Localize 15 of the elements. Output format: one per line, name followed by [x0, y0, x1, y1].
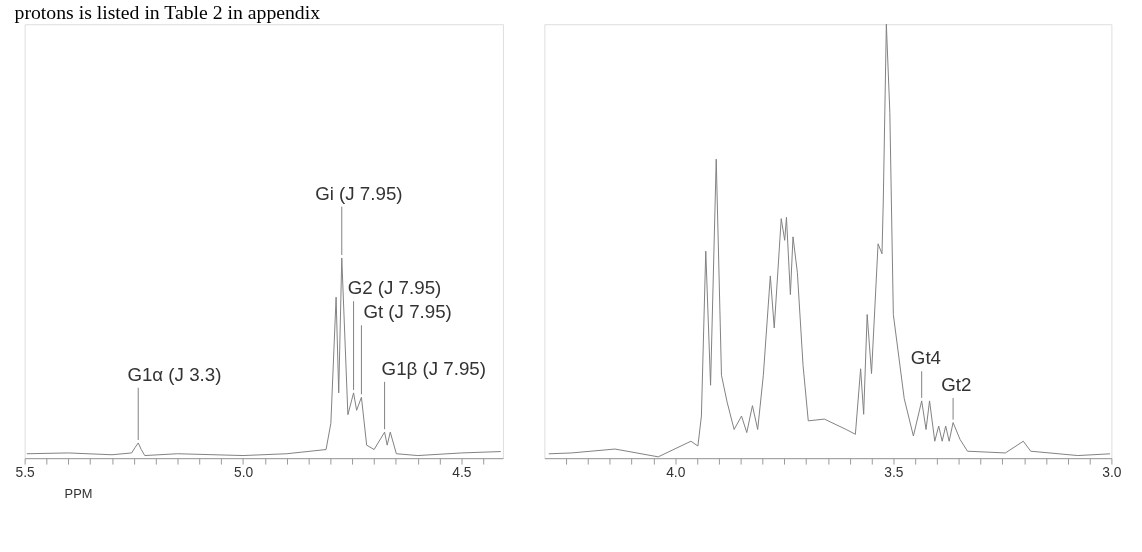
annotation: G2 (J 7.95): [347, 277, 442, 299]
annotation: G1α (J 3.3): [127, 363, 222, 385]
annotation: Gt4: [910, 347, 942, 369]
annotation: Gi (J 7.95): [315, 182, 403, 204]
x-tick-label: 3.0: [1102, 465, 1122, 481]
text: protons is listed in Table 2 in appendix: [14, 1, 321, 24]
x-axis-title: PPM: [64, 486, 93, 502]
annotation: G1β (J 7.95): [381, 357, 487, 379]
x-tick-label: 5.0: [233, 465, 254, 481]
x-tick-label: 4.5: [452, 465, 472, 481]
annotation: Gt (J 7.95): [363, 301, 452, 323]
x-tick-label: 5.5: [15, 465, 36, 481]
x-tick-label: 4.0: [666, 465, 686, 481]
annotation: Gt2: [941, 374, 972, 396]
x-tick-label: 3.5: [884, 465, 904, 481]
